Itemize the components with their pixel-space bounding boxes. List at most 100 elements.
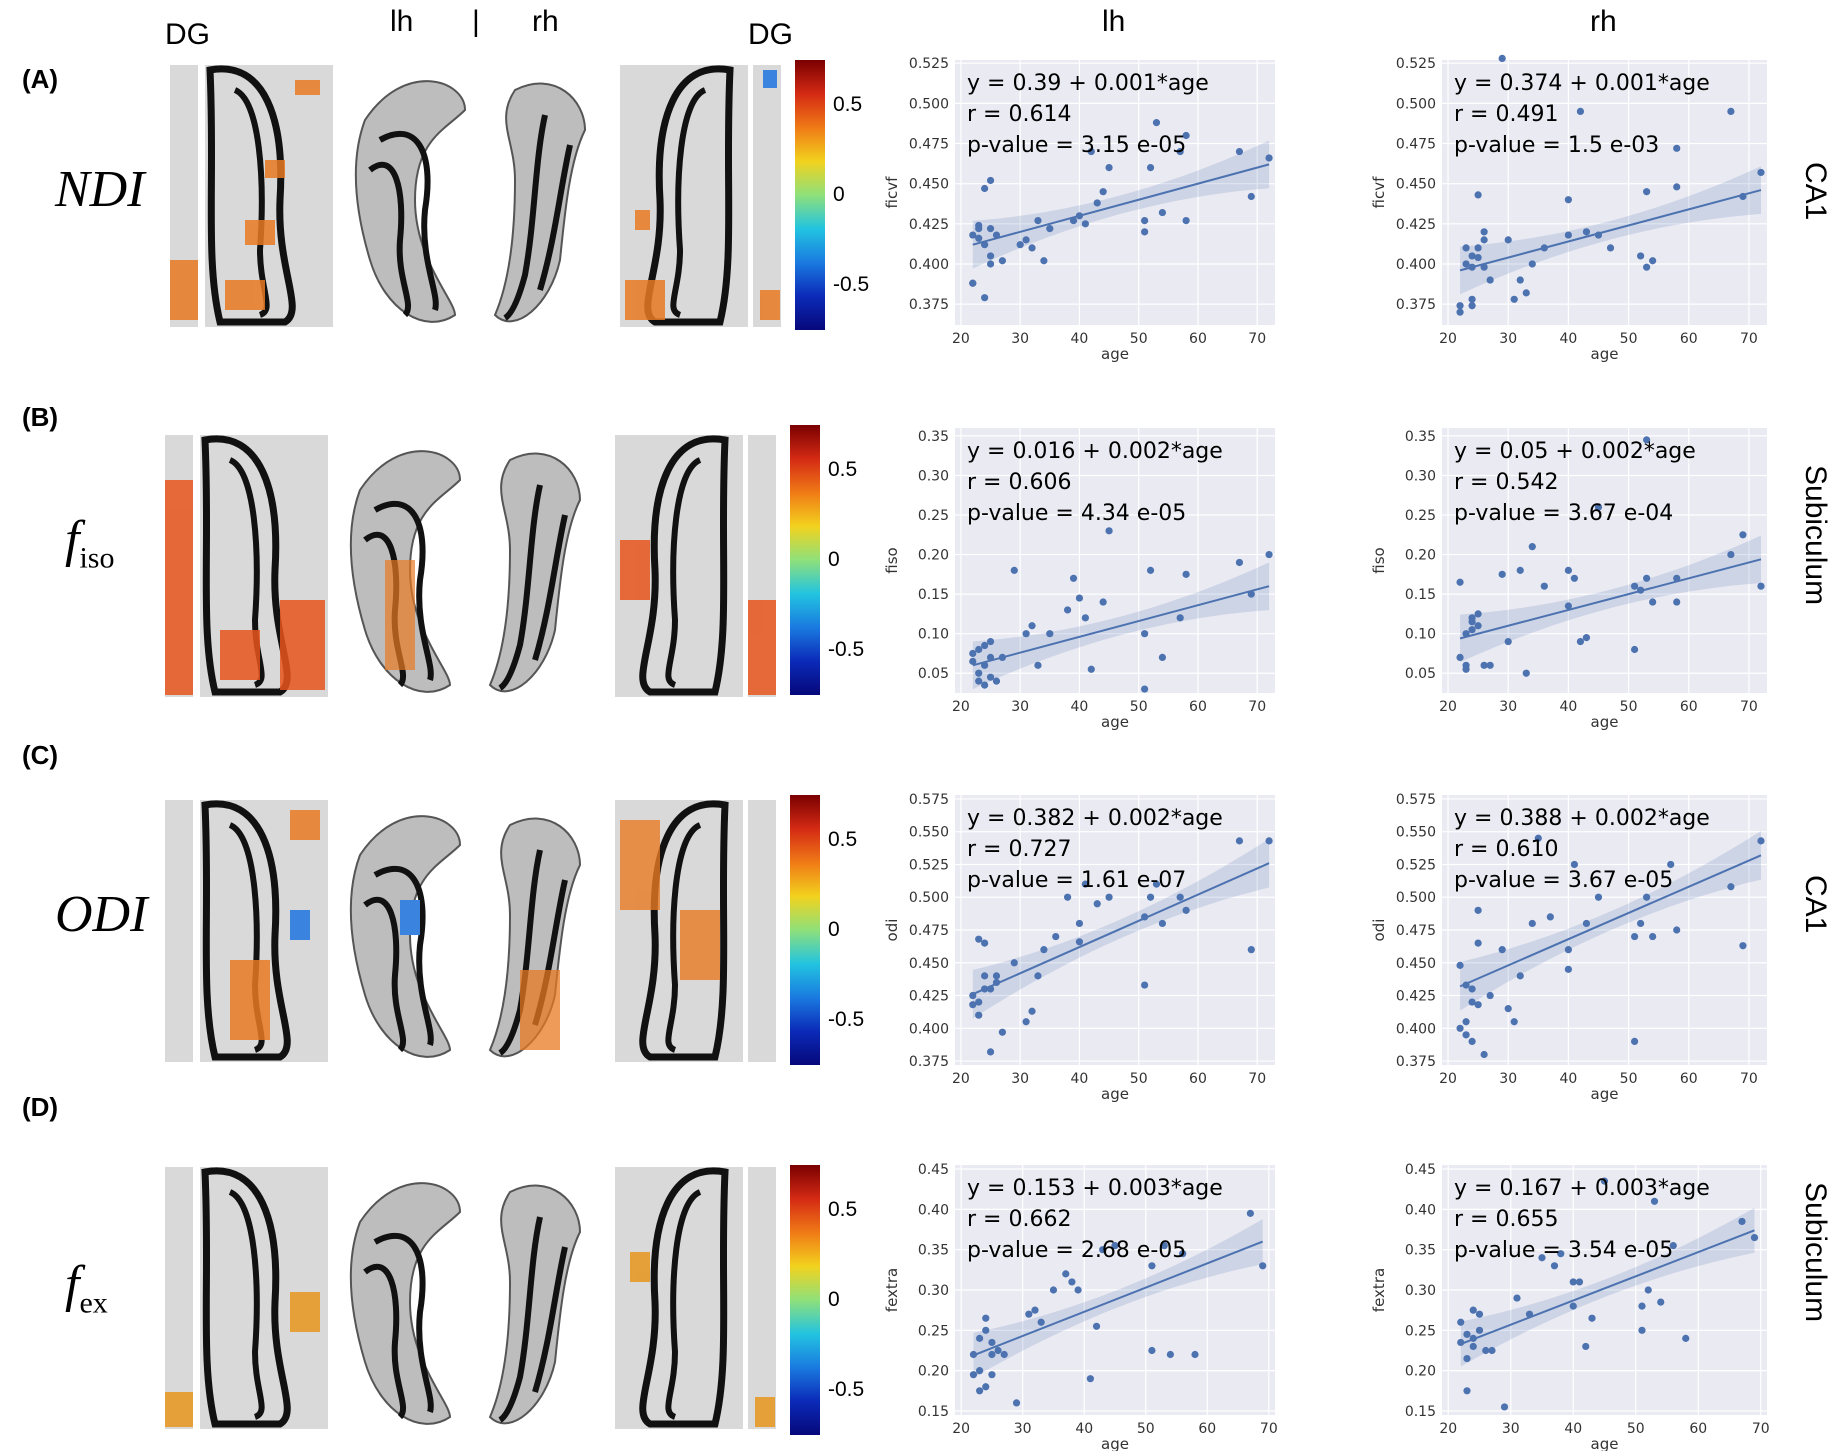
colorbar [790, 425, 820, 695]
data-point [1456, 578, 1464, 586]
x-tick-label: 50 [1137, 1421, 1155, 1437]
regression-line [972, 862, 1270, 996]
data-point [1152, 880, 1161, 888]
colorbar [790, 795, 820, 1065]
header-lh-plots: lh [1102, 5, 1126, 38]
data-point [1456, 961, 1464, 969]
data-point [1069, 217, 1078, 225]
data-point [1028, 244, 1036, 252]
colorbar-tick-label: -0.5 [828, 638, 865, 661]
data-point [1235, 147, 1244, 156]
x-tick-label: 20 [952, 1421, 970, 1437]
y-tick-label: 0.475 [909, 923, 949, 939]
y-tick-label: 0.40 [1405, 1202, 1436, 1218]
data-point [1456, 1024, 1464, 1032]
data-point [1463, 1330, 1471, 1338]
panel-label-a: (A) [22, 64, 59, 94]
data-point [1034, 217, 1042, 225]
header-dg-right: DG [748, 18, 793, 51]
data-point [1468, 985, 1476, 993]
data-point [1259, 1262, 1267, 1270]
y-tick-label: 0.05 [1405, 666, 1436, 682]
data-point [1016, 241, 1024, 249]
x-tick-label: 60 [1680, 699, 1698, 715]
data-point [1105, 164, 1113, 172]
data-point [1462, 665, 1470, 673]
data-point [1081, 220, 1089, 228]
data-point [1500, 1403, 1509, 1411]
data-point [1247, 192, 1255, 201]
data-point [1012, 1399, 1021, 1407]
data-point [1525, 1310, 1534, 1318]
data-point [1148, 1262, 1156, 1270]
y-tick-label: 0.575 [1396, 792, 1436, 808]
data-point [969, 1350, 978, 1359]
data-point [1638, 1302, 1646, 1310]
data-point [1160, 1242, 1168, 1250]
y-tick-label: 0.425 [1396, 217, 1436, 233]
x-tick-label: 40 [1071, 331, 1089, 347]
data-point [1594, 503, 1603, 511]
x-tick-label: 70 [1248, 331, 1266, 347]
x-tick-label: 30 [1499, 699, 1517, 715]
y-tick-label: 0.475 [909, 137, 949, 153]
annotation-text: y = 0.016 + 0.002*age [967, 439, 1223, 464]
data-point [981, 294, 989, 302]
data-point [1111, 1242, 1119, 1250]
x-tick-label: 50 [1620, 699, 1638, 715]
annotation-text: y = 0.388 + 0.002*age [1454, 806, 1710, 831]
data-point [988, 1371, 996, 1379]
data-point [1069, 574, 1078, 582]
data-point [1457, 1338, 1465, 1347]
data-point [1522, 289, 1530, 297]
colorbar [790, 1165, 820, 1435]
x-axis-label: age [1101, 713, 1129, 731]
y-tick-label: 0.10 [1405, 627, 1436, 643]
annotation-text: r = 0.655 [1454, 1207, 1558, 1232]
data-point [1022, 630, 1030, 638]
data-point [1480, 228, 1488, 236]
y-tick-label: 0.475 [1396, 923, 1436, 939]
data-point [1075, 594, 1084, 602]
data-point [969, 1001, 977, 1009]
y-tick-label: 0.25 [1405, 1323, 1436, 1339]
y-axis-label: odi [1370, 919, 1388, 942]
annotation-text: y = 0.153 + 0.003*age [967, 1176, 1223, 1201]
data-point [998, 257, 1007, 265]
x-tick-label: 20 [1439, 699, 1457, 715]
y-tick-label: 0.500 [909, 96, 949, 112]
data-point [1462, 630, 1470, 638]
regression-line [973, 1240, 1264, 1357]
data-point [1158, 653, 1167, 662]
data-point [1504, 1005, 1512, 1013]
data-point [1176, 147, 1184, 156]
data-point [1469, 1334, 1477, 1342]
data-point [981, 184, 989, 193]
y-tick-label: 0.525 [909, 857, 949, 873]
y-tick-label: 0.20 [918, 1364, 949, 1380]
y-axis-label: ficvf [1370, 176, 1388, 209]
data-point [1513, 1294, 1521, 1302]
x-tick-label: 40 [1559, 699, 1577, 715]
annotation-text: r = 0.491 [1454, 102, 1558, 127]
data-point [981, 641, 989, 650]
data-point [1643, 574, 1651, 582]
y-tick-label: 0.30 [918, 468, 949, 484]
data-point [975, 645, 983, 654]
data-point [1488, 1346, 1496, 1355]
annotation-text: y = 0.167 + 0.003*age [1454, 1176, 1710, 1201]
data-point [986, 653, 995, 662]
data-point [1673, 926, 1681, 934]
data-point [1576, 107, 1585, 115]
x-tick-label: 30 [1011, 1071, 1029, 1087]
data-point [1534, 834, 1542, 842]
data-point [981, 661, 989, 669]
data-point [975, 1011, 983, 1019]
data-point [1727, 550, 1735, 559]
data-point [1468, 1037, 1476, 1046]
data-point [1669, 1242, 1677, 1250]
data-point [1158, 208, 1167, 217]
data-point [1575, 1278, 1584, 1286]
x-tick-label: 70 [1260, 1421, 1278, 1437]
metric-label-fex: fex [65, 1256, 108, 1320]
